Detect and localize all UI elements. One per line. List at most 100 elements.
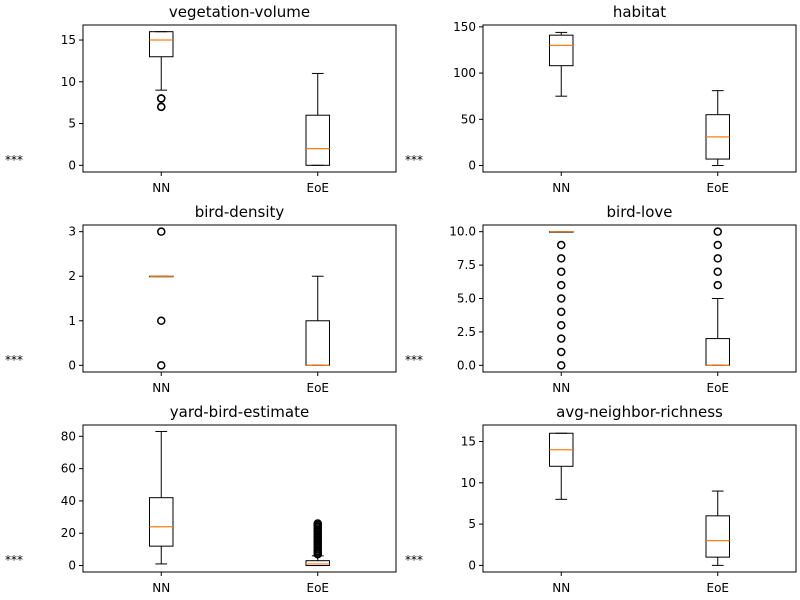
significance-annotation: *** bbox=[5, 353, 23, 367]
y-tick-label: 10.0 bbox=[449, 225, 476, 239]
outlier-point bbox=[557, 280, 566, 290]
outlier-point bbox=[557, 254, 566, 263]
significance-annotation: *** bbox=[5, 153, 23, 167]
subplot-title: yard-bird-estimate bbox=[170, 403, 309, 421]
y-tick-label: 2.5 bbox=[457, 325, 476, 339]
box-EoE bbox=[705, 490, 730, 566]
y-tick-label: 0 bbox=[68, 559, 76, 573]
y-tick-label: 7.5 bbox=[457, 258, 476, 272]
outlier-point bbox=[557, 347, 566, 357]
y-tick-label: 0.0 bbox=[457, 358, 476, 372]
box-EoE bbox=[305, 275, 330, 366]
subplot-title: avg-neighbor-richness bbox=[556, 403, 723, 421]
iqr-box bbox=[305, 560, 330, 567]
outlier-point bbox=[157, 316, 166, 326]
subplot-bird-density: 0 1 2 3 NN EoE bird-density *** bbox=[5, 203, 397, 395]
y-tick-label: 15 bbox=[461, 435, 476, 449]
x-tick-label: EoE bbox=[306, 381, 329, 395]
significance-annotation: *** bbox=[405, 353, 423, 367]
subplot-bird-love: 0.0 2.5 5.0 7.5 10.0 NN EoE bird-love *** bbox=[405, 203, 797, 395]
y-tick-label: 10 bbox=[61, 75, 76, 89]
box-EoE bbox=[705, 90, 730, 167]
significance-annotation: *** bbox=[405, 553, 423, 567]
significance-annotation: *** bbox=[5, 553, 23, 567]
y-tick-label: 100 bbox=[453, 66, 476, 80]
outlier-point bbox=[557, 361, 566, 370]
y-tick-label: 0 bbox=[68, 358, 76, 372]
box-NN bbox=[549, 432, 574, 500]
y-tick-label: 0 bbox=[468, 159, 476, 173]
axes-frame bbox=[82, 424, 397, 573]
y-tick-label: 5 bbox=[68, 117, 76, 131]
subplot-yard-bird-estimate: 0 20 40 60 80 NN EoE yard-bird-estimate *** bbox=[5, 403, 397, 595]
y-tick-label: 15 bbox=[61, 33, 76, 47]
outlier-point bbox=[713, 254, 722, 263]
outlier-point bbox=[557, 267, 566, 277]
x-tick-label: EoE bbox=[706, 581, 729, 595]
y-tick-label: 40 bbox=[61, 494, 76, 508]
iqr-box bbox=[149, 497, 174, 547]
axes-frame bbox=[482, 224, 797, 373]
x-tick-label: EoE bbox=[306, 181, 329, 195]
x-tick-label: EoE bbox=[706, 181, 729, 195]
x-tick-label: EoE bbox=[306, 581, 329, 595]
box-EoE bbox=[305, 72, 330, 166]
axes-frame bbox=[82, 224, 397, 373]
outlier-point bbox=[557, 334, 566, 343]
x-tick-label: NN bbox=[552, 381, 570, 395]
box-EoE bbox=[705, 227, 730, 366]
iqr-box bbox=[305, 114, 330, 166]
outlier-point bbox=[713, 240, 722, 250]
subplot-vegetation-volume: 0 5 10 15 NN EoE vegetation-volume *** bbox=[5, 3, 397, 195]
x-tick-label: NN bbox=[552, 181, 570, 195]
subplot-title: bird-love bbox=[607, 203, 673, 221]
y-tick-label: 5.0 bbox=[457, 292, 476, 306]
outlier-point bbox=[157, 227, 166, 236]
outlier-point bbox=[713, 267, 722, 277]
x-tick-label: NN bbox=[152, 581, 170, 595]
y-tick-label: 0 bbox=[68, 158, 76, 172]
outlier-point bbox=[557, 307, 566, 317]
y-tick-label: 0 bbox=[468, 558, 476, 572]
outlier-point bbox=[157, 94, 166, 103]
outlier-point bbox=[557, 294, 566, 303]
y-tick-label: 2 bbox=[68, 269, 76, 283]
x-tick-label: NN bbox=[152, 381, 170, 395]
subplot-title: bird-density bbox=[195, 203, 285, 221]
box-EoE bbox=[305, 519, 330, 567]
y-tick-label: 150 bbox=[453, 20, 476, 34]
iqr-box bbox=[149, 31, 174, 58]
outlier-point bbox=[557, 320, 566, 330]
box-NN bbox=[149, 227, 174, 370]
box-NN bbox=[149, 430, 174, 565]
x-tick-label: NN bbox=[152, 181, 170, 195]
y-tick-label: 3 bbox=[68, 225, 76, 239]
subplot-title: habitat bbox=[613, 3, 666, 21]
iqr-box bbox=[705, 515, 730, 558]
box-NN bbox=[549, 231, 574, 370]
iqr-box bbox=[305, 320, 330, 366]
x-tick-label: EoE bbox=[706, 381, 729, 395]
axes-frame bbox=[82, 24, 397, 173]
y-tick-label: 1 bbox=[68, 314, 76, 328]
y-tick-label: 5 bbox=[468, 517, 476, 531]
iqr-box bbox=[549, 34, 574, 67]
outlier-point bbox=[313, 519, 322, 528]
iqr-box bbox=[705, 338, 730, 366]
significance-annotation: *** bbox=[405, 153, 423, 167]
y-tick-label: 80 bbox=[61, 429, 76, 443]
outlier-point bbox=[713, 227, 722, 236]
box-NN bbox=[149, 31, 174, 112]
outlier-point bbox=[713, 280, 722, 290]
y-tick-label: 60 bbox=[61, 462, 76, 476]
x-tick-label: NN bbox=[552, 581, 570, 595]
y-tick-label: 10 bbox=[461, 476, 476, 490]
y-tick-label: 50 bbox=[461, 112, 476, 126]
outlier-point bbox=[157, 102, 166, 112]
axes-frame bbox=[482, 24, 797, 173]
subplot-avg-neighbor-richness: 0 5 10 15 NN EoE avg-neighbor-richness *** bbox=[405, 403, 797, 595]
outlier-point bbox=[157, 361, 166, 370]
box-NN bbox=[549, 31, 574, 97]
y-tick-label: 20 bbox=[61, 526, 76, 540]
